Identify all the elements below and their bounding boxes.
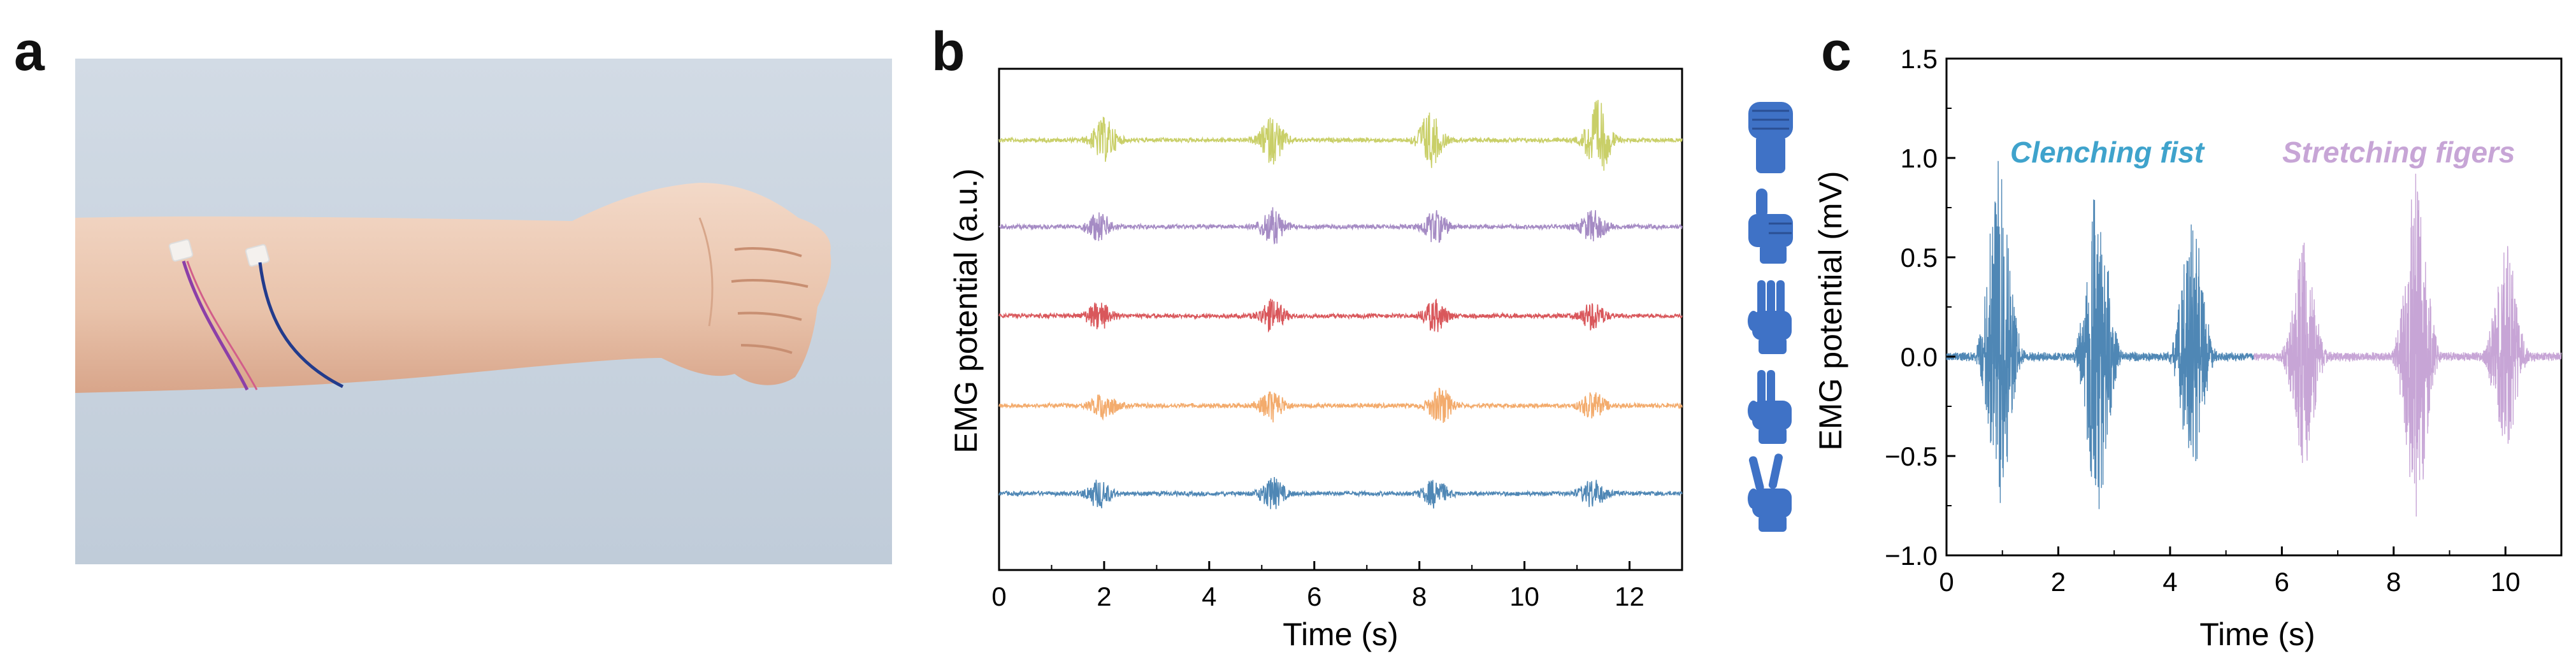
chart-b-xtick-label: 6 bbox=[1307, 581, 1321, 611]
wrist-crease bbox=[698, 217, 714, 327]
chart-c-ytick-label: 0.5 bbox=[1901, 243, 1938, 273]
chart-b-xlabel: Time (s) bbox=[1283, 617, 1398, 652]
arm-photo bbox=[75, 59, 892, 564]
chart-b-xtick-label: 0 bbox=[991, 581, 1006, 611]
chart-c-xtick-label: 4 bbox=[2162, 567, 2177, 597]
chart-c-xtick-label: 8 bbox=[2386, 567, 2401, 597]
chart-b-xtick-label: 8 bbox=[1412, 581, 1427, 611]
fist-glove-icon bbox=[1748, 102, 1793, 173]
chart-c-ylabel: EMG potential (mV) bbox=[1813, 171, 1848, 450]
chart-c-series-line-0 bbox=[1946, 160, 2255, 510]
arm-illustration bbox=[75, 59, 892, 564]
chart-b-frame bbox=[998, 68, 1683, 571]
chart-c-frame bbox=[1945, 57, 2563, 557]
chart-b-series-line-0 bbox=[998, 99, 1683, 171]
chart-b-series-line-3 bbox=[998, 387, 1683, 424]
chart-b-xtick-label: 4 bbox=[1202, 581, 1216, 611]
panel-c-letter: c bbox=[1821, 21, 1852, 82]
chart-c-ytick-label: 1.0 bbox=[1901, 143, 1938, 173]
forearm-and-fist bbox=[75, 183, 831, 393]
chart-b-series-line-1 bbox=[998, 207, 1683, 245]
annotation-clenching-fist: Clenching fist bbox=[2010, 136, 2205, 169]
victory-glove-icon bbox=[1748, 453, 1792, 532]
chart-c-series-line-1 bbox=[2253, 173, 2562, 517]
chart-c-ytick-label: −0.5 bbox=[1885, 441, 1938, 471]
chart-c-xtick-label: 0 bbox=[1939, 567, 1954, 597]
electrode-pad-1 bbox=[168, 239, 194, 262]
chart-c-xtick-label: 10 bbox=[2491, 567, 2521, 597]
panel-a-letter: a bbox=[14, 21, 45, 82]
chart-c-xtick-label: 6 bbox=[2275, 567, 2289, 597]
chart-c-ytick-label: 1.5 bbox=[1901, 44, 1938, 74]
chart-c-ytick-label: 0.0 bbox=[1901, 342, 1938, 372]
chart-b-series-line-2 bbox=[998, 298, 1683, 333]
annotation-stretching-fingers: Stretching figers bbox=[2282, 136, 2515, 169]
pink-lead-wire bbox=[186, 260, 258, 390]
three-fingers-glove-icon bbox=[1748, 280, 1792, 354]
chart-b-ylabel: EMG potential (a.u.) bbox=[948, 168, 984, 453]
two-fingers-glove-icon bbox=[1748, 370, 1792, 444]
chart-c-ytick-label: −1.0 bbox=[1885, 541, 1938, 571]
chart-c-xtick-label: 2 bbox=[2051, 567, 2066, 597]
blue-lead-wire bbox=[258, 262, 344, 388]
purple-lead-wire bbox=[182, 260, 249, 391]
panel-b-letter: b bbox=[932, 21, 965, 82]
chart-b-series-line-4 bbox=[998, 476, 1683, 510]
chart-b-xtick-label: 12 bbox=[1615, 581, 1644, 611]
finger-creases bbox=[731, 247, 809, 354]
chart-b-xtick-label: 2 bbox=[1097, 581, 1111, 611]
thumbs-up-glove-icon bbox=[1748, 189, 1793, 264]
chart-b-xtick-label: 10 bbox=[1509, 581, 1539, 611]
chart-c-xlabel: Time (s) bbox=[2199, 617, 2315, 652]
